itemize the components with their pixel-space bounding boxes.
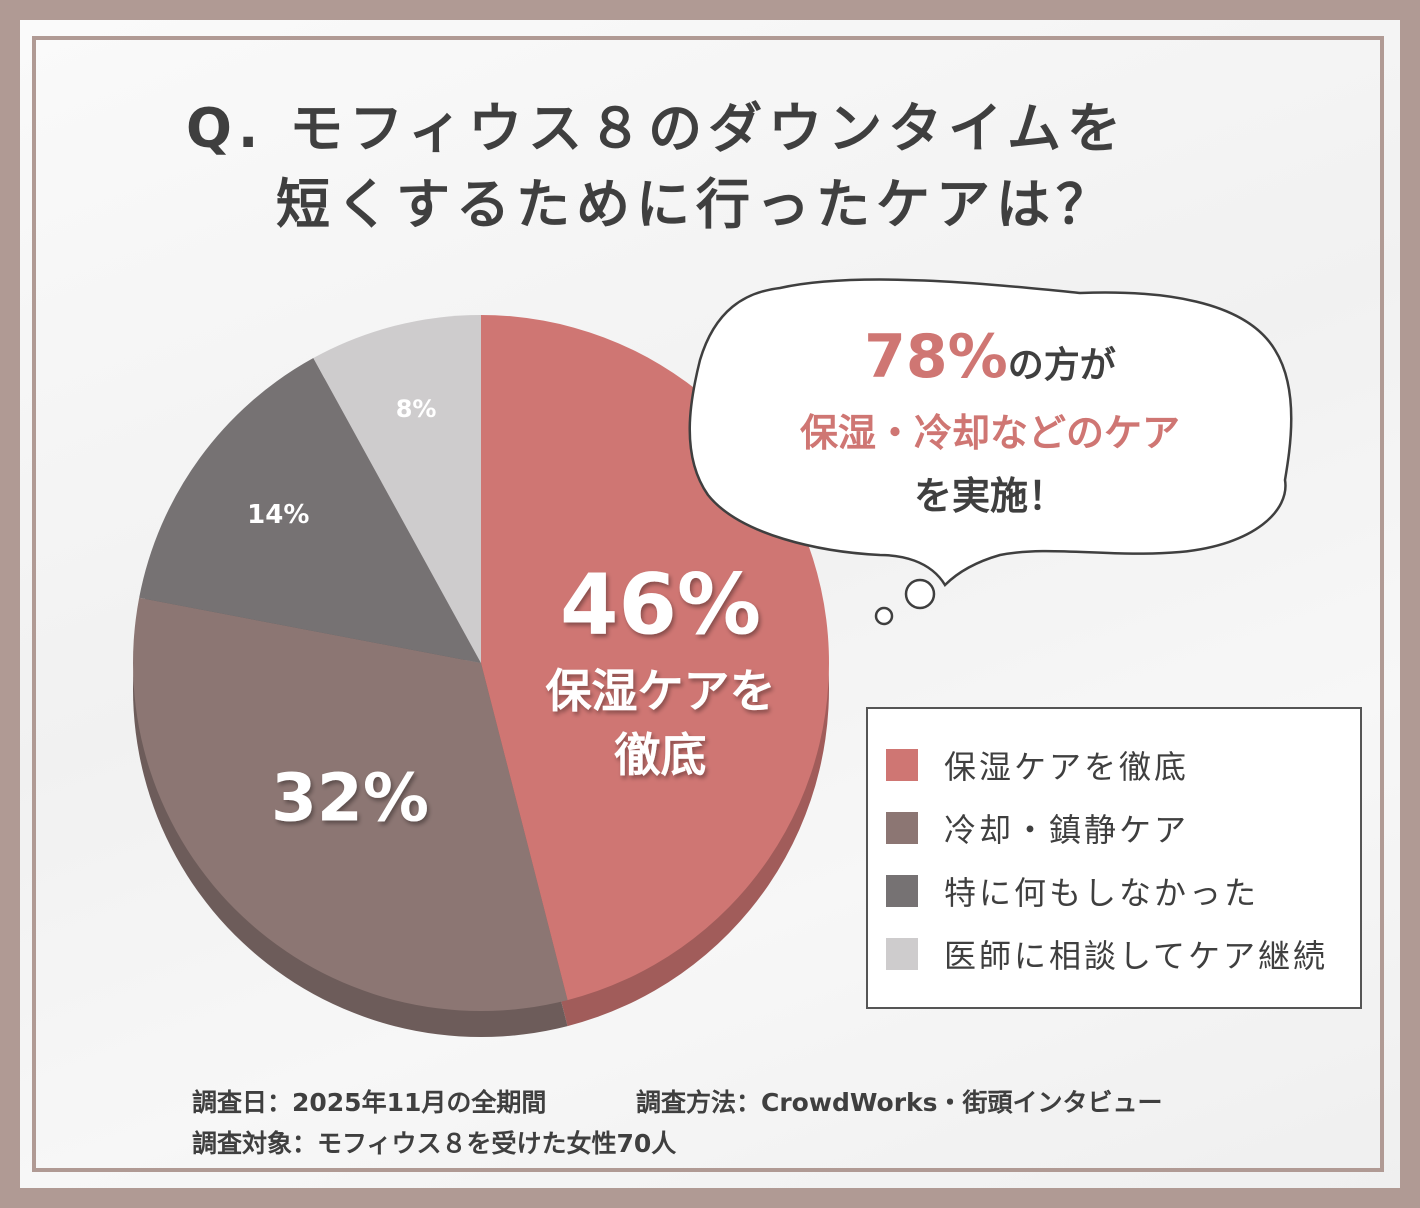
legend-label: 保湿ケアを徹底 [944, 748, 1190, 786]
survey-date: 調査日：2025年11月の全期間 [192, 1088, 547, 1117]
survey-target: 調査対象：モフィウス８を受けた女性70人 [192, 1129, 677, 1158]
pie-slice [139, 358, 481, 663]
pie-slice [313, 315, 481, 663]
legend-item: 医師に相談してケア継続 [886, 934, 1329, 975]
slice-value-label: 32% [271, 760, 429, 837]
legend-label: 冷却・鎮静ケア [944, 811, 1190, 849]
legend-swatch [886, 812, 918, 844]
callout-line3: を実施！ [913, 474, 1066, 518]
legend-item: 特に何もしなかった [886, 871, 1260, 912]
callout-line1-suffix: の方が [1007, 345, 1116, 386]
callout-dot-small [874, 606, 894, 626]
slice-value-label: 46% [560, 555, 761, 653]
chart-title-line2: 短くするために行ったケアは？ [276, 173, 1116, 236]
callout-line1: 78%の方が [700, 322, 1280, 392]
pie-slice [133, 597, 568, 1012]
legend-label: 特に何もしなかった [944, 874, 1260, 912]
chart-title-line1: Q. モフィウス８のダウンタイムを [186, 97, 1128, 160]
inner-border [32, 36, 1384, 1172]
callout-bubble [688, 278, 1293, 626]
callout-dot-large [904, 578, 936, 610]
legend-item: 保湿ケアを徹底 [886, 745, 1190, 786]
legend-item: 冷却・鎮静ケア [886, 808, 1190, 849]
legend: 保湿ケアを徹底 冷却・鎮静ケア 特に何もしなかった 医師に相談してケア継続 [866, 707, 1362, 1009]
legend-label: 医師に相談してケア継続 [944, 937, 1329, 975]
callout-percent: 78% [864, 322, 1008, 392]
slice-annotation: 保湿ケアを [546, 664, 776, 718]
legend-swatch [886, 749, 918, 781]
callout-line2: 保湿・冷却などのケア [799, 411, 1180, 455]
survey-method: 調査方法：CrowdWorks・街頭インタビュー [636, 1088, 1163, 1117]
legend-swatch [886, 875, 918, 907]
slice-value-label: 14% [247, 500, 309, 530]
slice-value-label: 8% [396, 395, 437, 423]
legend-swatch [886, 938, 918, 970]
slice-annotation: 徹底 [614, 728, 707, 782]
callout-bubble-shape [688, 278, 1293, 588]
